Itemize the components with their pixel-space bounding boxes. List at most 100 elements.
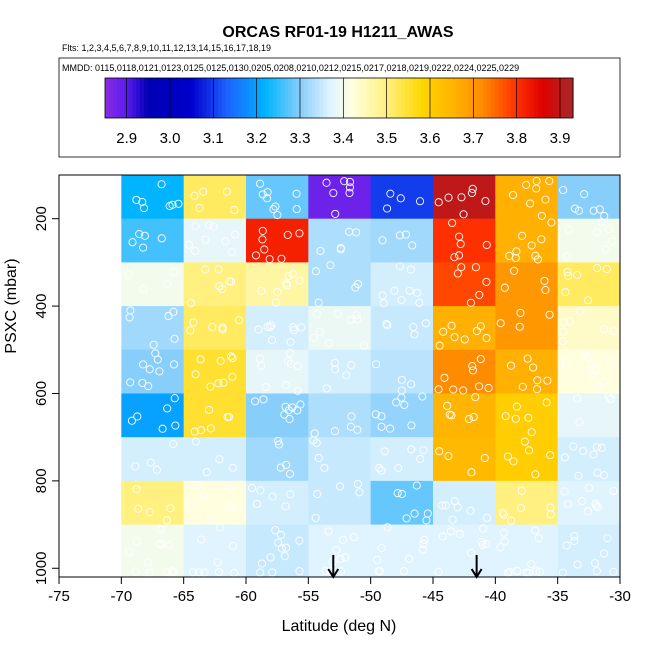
sample-marker bbox=[482, 333, 491, 343]
sample-marker bbox=[438, 501, 447, 510]
sample-marker bbox=[251, 251, 261, 260]
heatmap-cell bbox=[433, 568, 496, 578]
sample-marker bbox=[286, 359, 296, 368]
colorbar-stripe bbox=[424, 78, 430, 118]
sample-marker bbox=[468, 366, 478, 375]
sample-marker bbox=[422, 516, 431, 525]
sample-marker bbox=[288, 269, 297, 279]
colorbar-stripe bbox=[549, 78, 555, 118]
sample-marker bbox=[405, 286, 414, 295]
sample-marker bbox=[132, 485, 141, 494]
sample-marker bbox=[284, 357, 293, 366]
sample-marker bbox=[312, 439, 321, 448]
sample-marker bbox=[139, 285, 148, 294]
colorbar-stripe bbox=[545, 78, 551, 118]
sample-marker bbox=[448, 218, 457, 228]
sample-marker bbox=[407, 445, 416, 454]
sample-marker bbox=[377, 422, 386, 431]
sample-marker bbox=[500, 283, 509, 292]
sample-marker bbox=[499, 510, 508, 519]
heatmap-cell bbox=[370, 175, 434, 220]
colorbar-stripe bbox=[218, 78, 223, 118]
sample-marker bbox=[268, 568, 277, 577]
sample-marker bbox=[201, 265, 210, 274]
sample-marker bbox=[397, 489, 407, 499]
colorbar-tick-label: 3.9 bbox=[550, 130, 571, 147]
sample-marker bbox=[407, 421, 416, 430]
sample-marker bbox=[228, 372, 237, 381]
sample-marker bbox=[531, 526, 540, 535]
colorbar-stripe bbox=[159, 78, 165, 118]
sample-marker bbox=[225, 277, 234, 286]
sample-marker bbox=[537, 235, 546, 244]
sample-marker bbox=[0, 292, 5, 301]
sample-marker bbox=[586, 365, 595, 374]
colorbar-stripe bbox=[346, 78, 352, 118]
sample-marker bbox=[597, 218, 606, 227]
sample-marker bbox=[138, 378, 147, 387]
sample-marker bbox=[468, 362, 477, 371]
sample-marker bbox=[295, 567, 304, 576]
x-tick-label: -75 bbox=[48, 588, 70, 605]
sample-marker bbox=[169, 268, 178, 277]
sample-marker bbox=[597, 443, 606, 452]
sample-marker bbox=[471, 393, 480, 402]
heatmap-cell bbox=[557, 262, 621, 307]
colorbar-stripe bbox=[350, 78, 356, 118]
sample-marker bbox=[324, 527, 333, 536]
sample-marker bbox=[453, 503, 462, 512]
sample-marker bbox=[405, 554, 414, 563]
sample-marker bbox=[0, 261, 5, 270]
colorbar-tick-label: 3.8 bbox=[506, 130, 527, 147]
sample-marker bbox=[559, 318, 569, 327]
sample-marker bbox=[295, 276, 304, 285]
colorbar-stripe bbox=[307, 78, 313, 118]
sample-marker bbox=[379, 299, 388, 308]
sample-marker bbox=[584, 483, 593, 492]
sample-marker bbox=[320, 463, 329, 472]
sample-marker bbox=[316, 246, 325, 255]
sample-marker bbox=[435, 341, 444, 350]
sample-marker bbox=[599, 471, 609, 480]
sample-marker bbox=[579, 446, 588, 456]
sample-marker bbox=[346, 422, 355, 431]
sample-marker bbox=[134, 504, 143, 513]
sample-marker bbox=[164, 311, 173, 321]
sample-marker bbox=[467, 468, 476, 477]
sample-marker bbox=[565, 225, 574, 234]
sample-marker bbox=[263, 322, 272, 331]
heatmap-cell bbox=[557, 218, 621, 263]
sample-marker bbox=[457, 193, 466, 202]
sample-marker bbox=[482, 240, 491, 250]
sample-marker bbox=[609, 567, 618, 576]
sample-marker bbox=[608, 237, 617, 246]
sample-marker bbox=[378, 236, 387, 245]
sample-marker bbox=[135, 230, 144, 239]
heatmap-cell bbox=[495, 393, 559, 438]
sample-marker bbox=[450, 253, 459, 262]
sample-marker bbox=[506, 361, 516, 370]
sample-marker bbox=[195, 203, 204, 212]
x-tick-label: -60 bbox=[235, 588, 257, 605]
sample-marker bbox=[166, 504, 175, 513]
heatmap-cell bbox=[183, 175, 247, 220]
y-tick-label: 800 bbox=[33, 468, 50, 493]
heatmap-cell bbox=[246, 480, 309, 526]
sample-marker bbox=[482, 277, 491, 286]
sample-marker bbox=[309, 333, 318, 342]
colorbar-stripe bbox=[381, 78, 387, 118]
colorbar-tick-label: 3.5 bbox=[376, 130, 397, 147]
sample-marker bbox=[257, 286, 266, 295]
heatmap-cell bbox=[121, 306, 185, 351]
sample-marker bbox=[518, 231, 527, 240]
sample-marker bbox=[285, 414, 294, 423]
sample-marker bbox=[251, 397, 260, 406]
sample-marker bbox=[609, 327, 618, 336]
sample-marker bbox=[564, 271, 573, 280]
mmdd-line: MMDD: 0115,0118,0121,0123,0125,0125,0130… bbox=[62, 63, 519, 73]
sample-marker bbox=[397, 375, 406, 384]
sample-marker bbox=[499, 528, 508, 537]
sample-marker bbox=[189, 318, 198, 327]
sample-marker bbox=[261, 383, 270, 392]
